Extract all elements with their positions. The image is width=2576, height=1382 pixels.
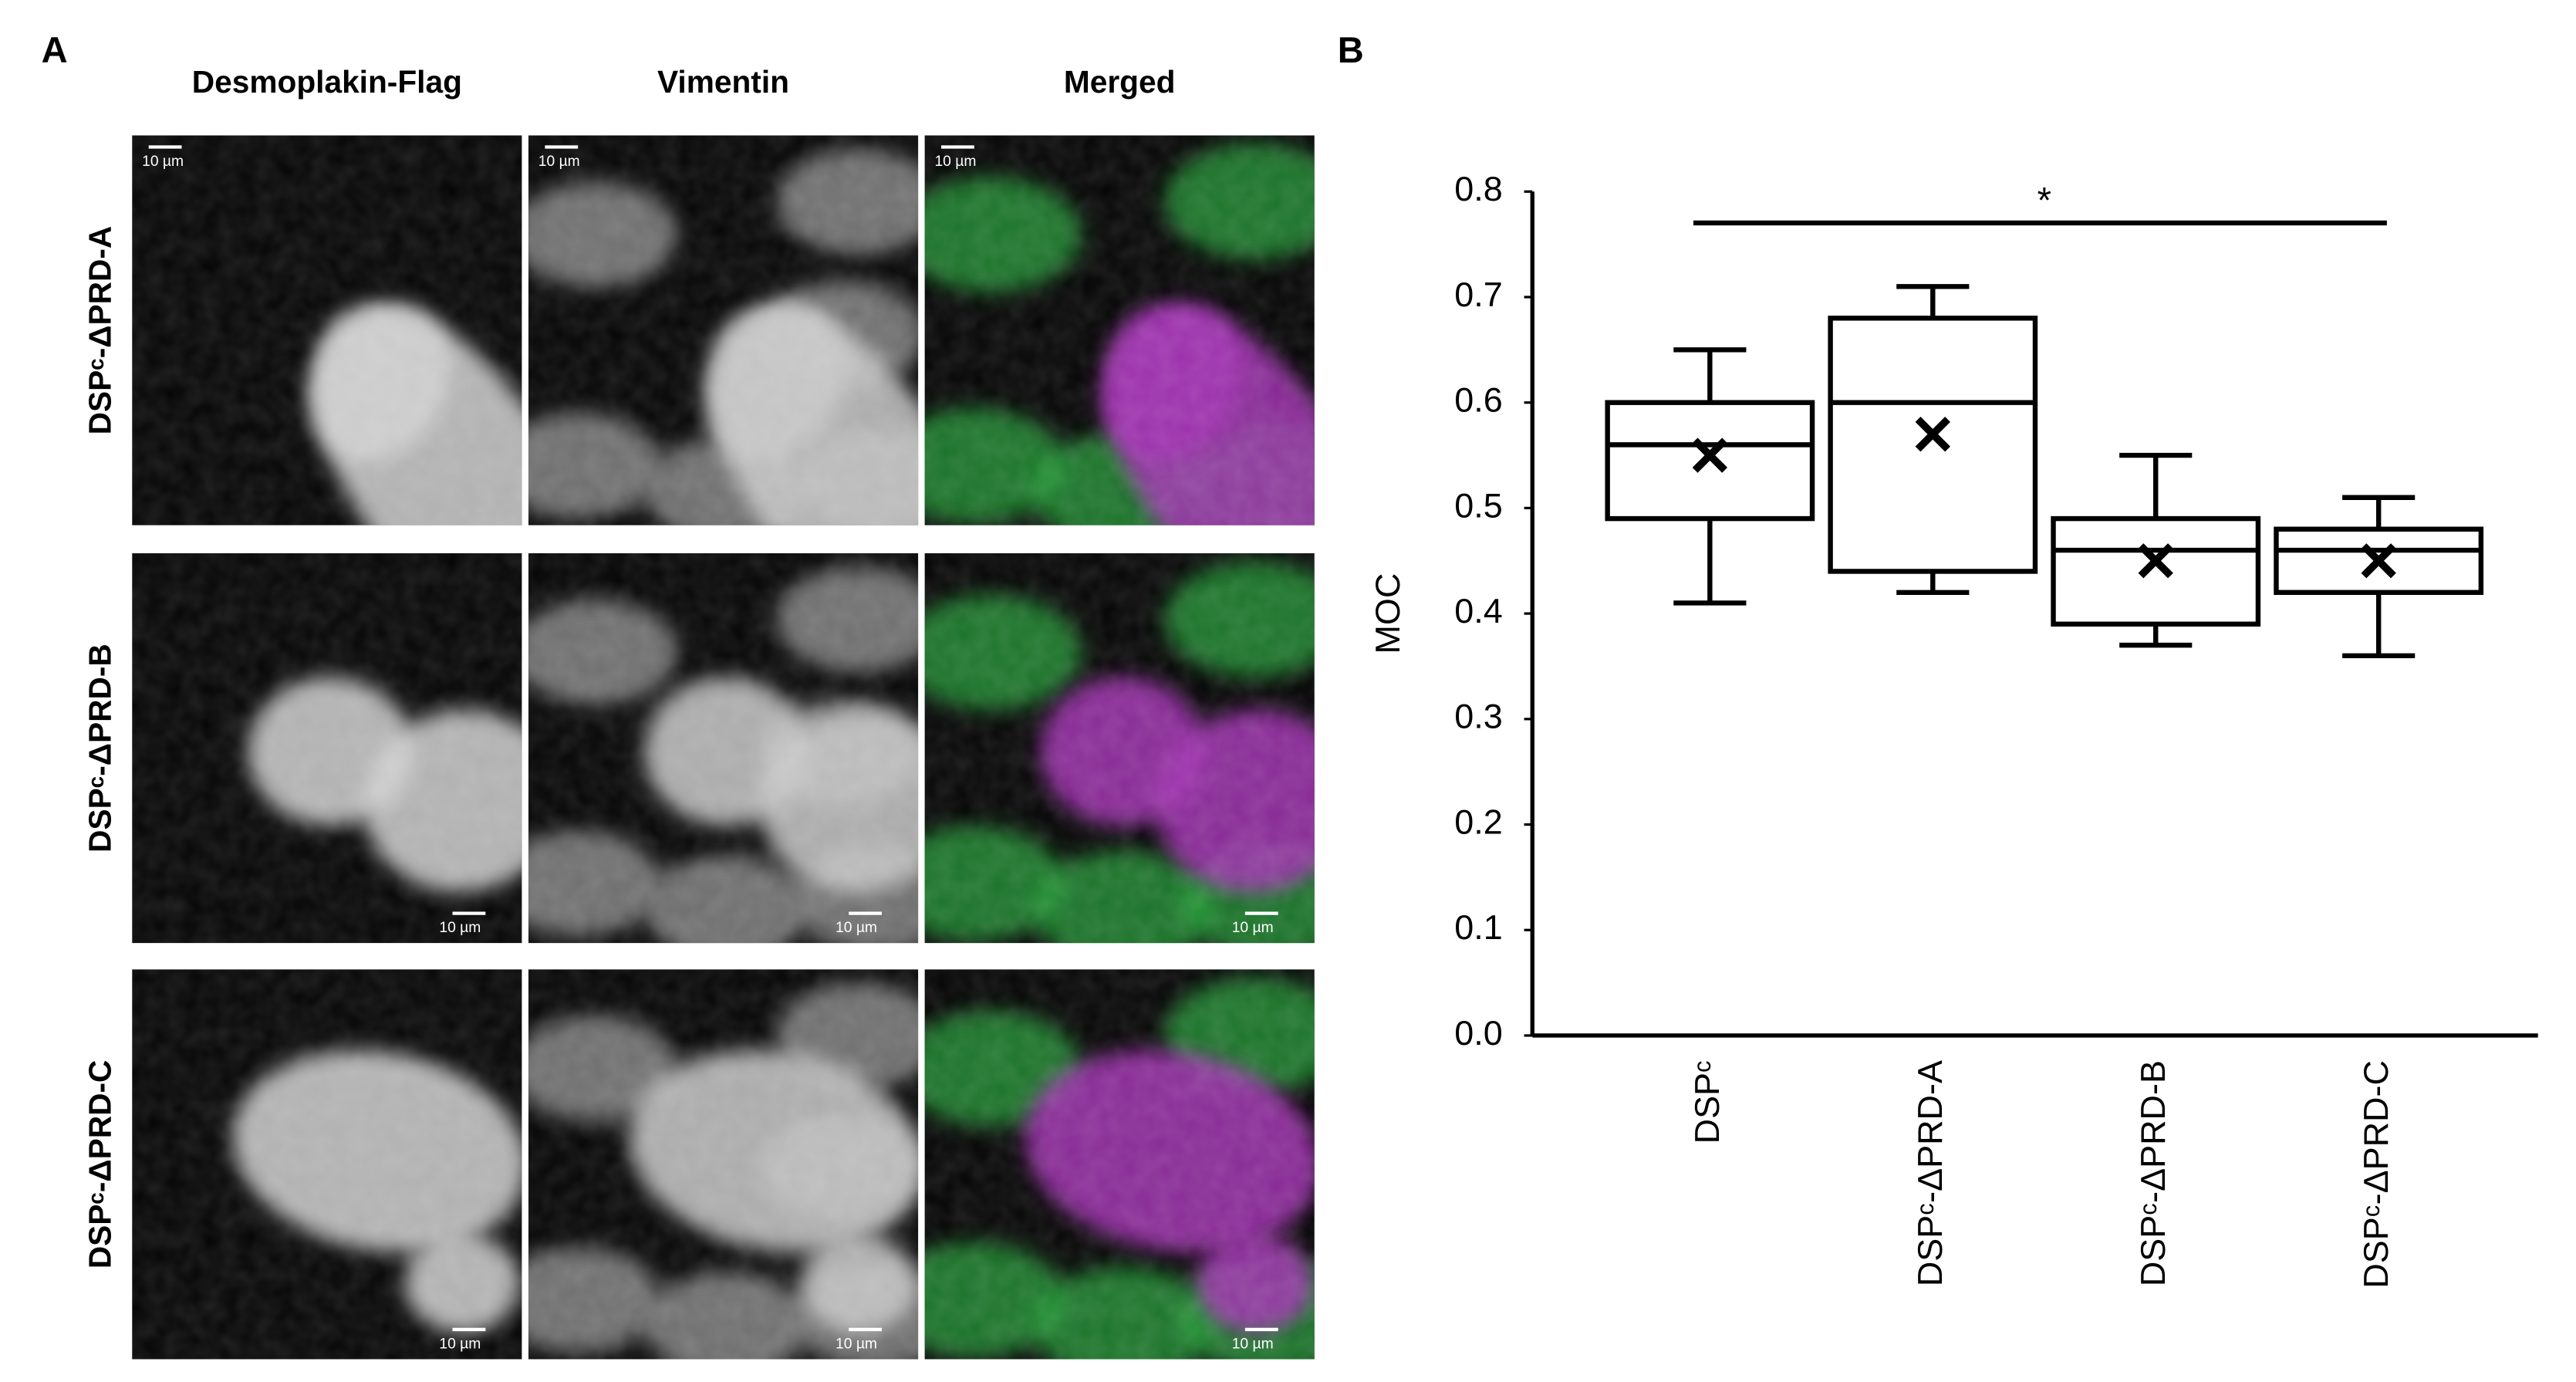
micrograph: 10 µm bbox=[924, 552, 1315, 944]
texture bbox=[132, 552, 522, 944]
texture bbox=[132, 969, 522, 1360]
x-tick-label: DSPᶜ bbox=[1687, 1060, 1727, 1144]
y-tick-label: 0.2 bbox=[1454, 802, 1502, 841]
cells bbox=[132, 969, 522, 1360]
x-tick-label: DSPᶜ-ΔPRD-C bbox=[2356, 1060, 2395, 1289]
box-chart: 0.0 0.1 0.2 0.3 0.4 0.5 0.6 0.7 0.8 MOC DSPᶜ DSPᶜ-Δ… bbox=[1368, 169, 2538, 1289]
mean-marker bbox=[2138, 543, 2173, 579]
mean-marker bbox=[1915, 417, 1950, 452]
column-header: Vimentin bbox=[657, 64, 789, 100]
y-tick-label: 0.1 bbox=[1454, 907, 1502, 947]
panel-label: B bbox=[1338, 29, 1364, 70]
significance-label: * bbox=[2038, 180, 2051, 221]
texture bbox=[924, 969, 1315, 1360]
micrograph: 10 µm bbox=[528, 969, 919, 1360]
y-tick-label: 0.8 bbox=[1454, 169, 1502, 208]
y-axis-label: MOC bbox=[1368, 573, 1407, 654]
x-tick-label: DSPᶜ-ΔPRD-A bbox=[1910, 1060, 1950, 1286]
column-header: Desmoplakin-Flag bbox=[192, 64, 462, 100]
box bbox=[1605, 400, 1815, 522]
row-label: DSPᶜ-ΔPRD-A bbox=[83, 226, 118, 435]
cells bbox=[924, 135, 1315, 525]
scale-bar-label: 10 µm bbox=[934, 154, 976, 170]
y-tick-label: 0.3 bbox=[1454, 697, 1502, 736]
cells bbox=[132, 135, 522, 525]
micrograph: 10 µm bbox=[132, 135, 522, 525]
x-tick-label: DSPᶜ-ΔPRD-B bbox=[2133, 1060, 2173, 1286]
y-tick-label: 0.7 bbox=[1454, 275, 1502, 314]
texture bbox=[528, 552, 919, 944]
y-tick-label: 0.0 bbox=[1454, 1013, 1502, 1053]
scale-bar-label: 10 µm bbox=[1232, 920, 1274, 936]
micrograph: 10 µm bbox=[924, 135, 1315, 525]
micrograph: 10 µm bbox=[132, 969, 522, 1360]
panel-label: A bbox=[42, 29, 68, 70]
row-label: DSPᶜ-ΔPRD-B bbox=[83, 644, 118, 853]
micrograph: 10 µm bbox=[528, 552, 919, 944]
column-header: Merged bbox=[1064, 64, 1176, 100]
y-tick-label: 0.5 bbox=[1454, 485, 1502, 525]
cells bbox=[132, 552, 522, 944]
y-tick-label: 0.4 bbox=[1454, 591, 1502, 630]
box bbox=[1828, 316, 2038, 574]
texture bbox=[528, 969, 919, 1360]
cells bbox=[924, 552, 1315, 944]
box bbox=[2051, 515, 2261, 627]
scale-bar-label: 10 µm bbox=[836, 1336, 877, 1352]
micrograph: 10 µm bbox=[528, 135, 919, 525]
micrograph: 10 µm bbox=[924, 969, 1315, 1360]
texture bbox=[132, 135, 522, 525]
scale-bar-label: 10 µm bbox=[439, 1336, 481, 1352]
texture bbox=[528, 135, 919, 525]
scale-bar-label: 10 µm bbox=[836, 920, 877, 936]
box bbox=[2274, 526, 2484, 595]
cells bbox=[528, 969, 919, 1360]
texture bbox=[924, 135, 1315, 525]
texture bbox=[924, 552, 1315, 944]
micrographs: Desmoplakin-Flag Vimentin Merged DSPᶜ-ΔPRD-… bbox=[83, 64, 1315, 1360]
mean-marker bbox=[1692, 438, 1728, 473]
cells bbox=[528, 135, 919, 525]
y-tick-label: 0.6 bbox=[1454, 380, 1502, 420]
scale-bar-label: 10 µm bbox=[142, 154, 184, 170]
cells bbox=[528, 552, 919, 944]
scale-bar-label: 10 µm bbox=[1232, 1336, 1274, 1352]
cells bbox=[924, 969, 1315, 1360]
mean-marker bbox=[2361, 543, 2396, 579]
micrograph: 10 µm bbox=[132, 552, 522, 944]
scale-bar-label: 10 µm bbox=[538, 154, 580, 170]
row-label: DSPᶜ-ΔPRD-C bbox=[83, 1060, 118, 1269]
scale-bar-label: 10 µm bbox=[439, 920, 481, 936]
